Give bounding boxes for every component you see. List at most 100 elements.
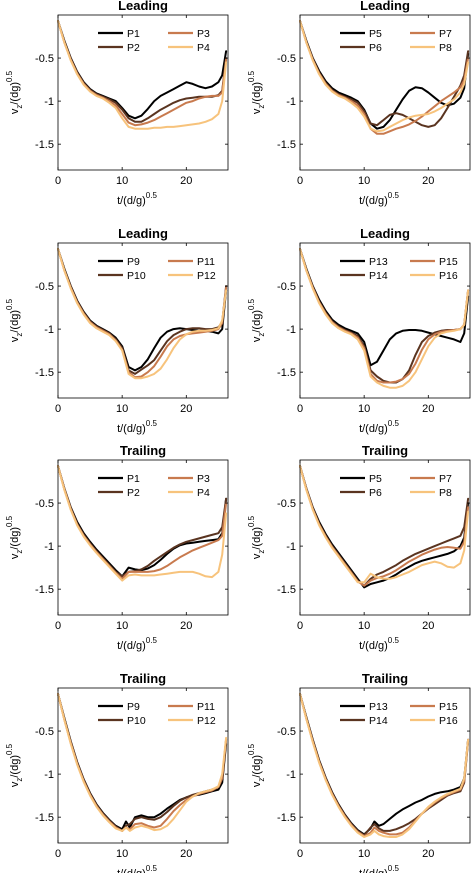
legend-label-p3: P3 — [197, 28, 210, 40]
y-axis-label-exponent: 0.5 — [247, 515, 256, 527]
x-axis-label-exponent: 0.5 — [146, 864, 158, 873]
y-tick-label: -1 — [44, 769, 54, 781]
x-tick-label: 10 — [358, 403, 370, 415]
y-tick-label: -1.5 — [277, 367, 296, 379]
legend: P5 P6 P7 P8 — [340, 28, 452, 54]
x-axis-label-exponent: 0.5 — [388, 636, 400, 645]
legend-label-p2: P2 — [127, 42, 140, 54]
plot-area-frame — [299, 687, 471, 844]
legend-label-p3: P3 — [197, 473, 210, 485]
legend-label-p10: P10 — [127, 270, 146, 282]
x-axis-label-main: t/(d/g) — [117, 423, 146, 435]
y-axis-label: vz/(dg)0.5 — [247, 298, 266, 342]
legend-label-p11: P11 — [197, 701, 215, 713]
legend-label-p16: P16 — [439, 270, 458, 282]
x-axis-label: t/(d/g)0.5 — [117, 636, 157, 652]
y-axis-label: vz/(dg)0.5 — [247, 515, 266, 559]
y-tick-label: -1.5 — [277, 812, 296, 824]
y-tick-label: -1 — [286, 324, 296, 336]
x-axis-label-exponent: 0.5 — [146, 191, 158, 200]
series-line-p13 — [299, 248, 470, 367]
x-tick-label: 10 — [358, 848, 370, 860]
x-axis-label-main: t/(d/g) — [359, 868, 388, 873]
x-tick-label: 20 — [180, 403, 192, 415]
x-axis-label-main: t/(d/g) — [359, 195, 388, 207]
x-axis-label-main: t/(d/g) — [359, 423, 388, 435]
y-tick-label: -1.5 — [35, 139, 54, 151]
y-axis-label-subscript: z — [15, 550, 24, 554]
plot-area-frame — [57, 687, 229, 844]
series-line-p1 — [57, 465, 228, 578]
y-axis-label-main: v — [251, 553, 263, 559]
panel-title: Trailing — [362, 443, 408, 458]
x-axis-label-exponent: 0.5 — [388, 864, 400, 873]
y-axis-label-subscript: z — [15, 778, 24, 782]
legend-label-p8: P8 — [439, 487, 452, 499]
series-line-p12 — [57, 693, 228, 832]
y-tick-label: -0.5 — [35, 498, 54, 510]
y-axis-label-exponent: 0.5 — [5, 298, 14, 310]
x-tick-label: 20 — [180, 848, 192, 860]
legend-label-p1: P1 — [127, 28, 140, 40]
y-axis-label-denominator: /(dg) — [251, 527, 263, 550]
series-line-p8 — [299, 20, 470, 133]
legend-label-p9: P9 — [127, 701, 140, 713]
y-axis-label-main: v — [251, 336, 263, 342]
series-line-p8 — [299, 465, 470, 584]
y-axis-label-exponent: 0.5 — [5, 515, 14, 527]
x-tick-label: 10 — [116, 620, 128, 632]
y-tick-label: -0.5 — [277, 498, 296, 510]
x-tick-label: 20 — [422, 620, 434, 632]
x-tick-label: 20 — [422, 403, 434, 415]
y-tick-label: -1.5 — [277, 139, 296, 151]
x-axis-label: t/(d/g)0.5 — [359, 191, 399, 207]
y-tick-label: -1 — [44, 96, 54, 108]
series-line-p4 — [57, 20, 228, 130]
x-tick-label: 0 — [55, 620, 61, 632]
y-axis-label-exponent: 0.5 — [5, 70, 14, 82]
y-axis-label-exponent: 0.5 — [247, 298, 256, 310]
y-tick-label: -0.5 — [277, 726, 296, 738]
plot-area-frame — [57, 14, 229, 171]
y-tick-label: -1 — [44, 541, 54, 553]
x-tick-label: 0 — [55, 403, 61, 415]
legend-label-p4: P4 — [197, 487, 210, 499]
legend-label-p10: P10 — [127, 715, 146, 727]
y-axis-label-main: v — [9, 108, 21, 114]
x-axis-label-main: t/(d/g) — [117, 195, 146, 207]
legend-label-p15: P15 — [439, 256, 458, 268]
y-axis-label-denominator: /(dg) — [9, 755, 21, 778]
legend-label-p12: P12 — [197, 270, 216, 282]
legend-label-p14: P14 — [369, 715, 388, 727]
y-axis-label-main: v — [9, 553, 21, 559]
y-axis-label-exponent: 0.5 — [247, 70, 256, 82]
legend-label-p13: P13 — [369, 256, 388, 268]
y-axis-label-subscript: z — [257, 333, 266, 337]
x-tick-label: 10 — [116, 403, 128, 415]
legend-label-p11: P11 — [197, 256, 215, 268]
y-axis-label-denominator: /(dg) — [251, 755, 263, 778]
y-tick-label: -0.5 — [277, 53, 296, 65]
y-axis-label-exponent: 0.5 — [247, 743, 256, 755]
legend-label-p4: P4 — [197, 42, 210, 54]
x-tick-label: 20 — [422, 175, 434, 187]
x-axis-label-exponent: 0.5 — [388, 191, 400, 200]
y-axis-label-subscript: z — [257, 105, 266, 109]
plot-area-frame — [299, 459, 471, 616]
x-axis-label-exponent: 0.5 — [388, 419, 400, 428]
legend-label-p8: P8 — [439, 42, 452, 54]
x-tick-label: 0 — [297, 175, 303, 187]
x-tick-label: 20 — [180, 175, 192, 187]
legend-label-p2: P2 — [127, 487, 140, 499]
legend-label-p7: P7 — [439, 473, 452, 485]
y-axis-label-exponent: 0.5 — [5, 743, 14, 755]
y-axis-label-denominator: /(dg) — [9, 527, 21, 550]
y-axis-label: vz/(dg)0.5 — [247, 70, 266, 114]
x-tick-label: 0 — [297, 848, 303, 860]
legend-label-p5: P5 — [369, 28, 382, 40]
legend-label-p14: P14 — [369, 270, 388, 282]
